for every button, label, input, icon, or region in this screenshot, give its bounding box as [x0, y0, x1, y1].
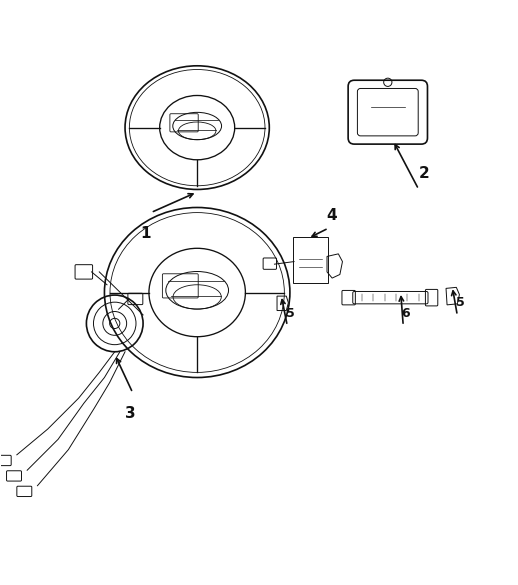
- Text: 5: 5: [285, 307, 294, 319]
- Text: 5: 5: [455, 297, 464, 309]
- Text: 2: 2: [419, 167, 429, 181]
- Text: 1: 1: [140, 226, 151, 241]
- Text: 3: 3: [125, 406, 136, 421]
- Text: 4: 4: [326, 208, 337, 223]
- Text: 6: 6: [401, 307, 410, 319]
